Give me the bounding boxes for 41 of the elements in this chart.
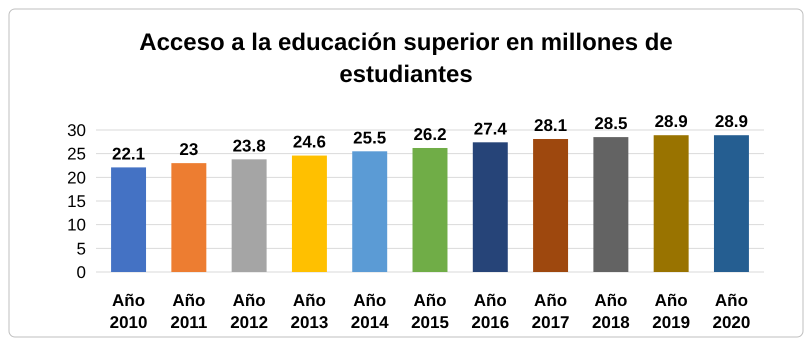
bar [472, 142, 508, 272]
x-tick-label: Año 2010 [110, 291, 148, 332]
data-label: 23.8 [232, 136, 266, 156]
bar [593, 137, 628, 272]
bar [714, 135, 749, 272]
x-tick-label: Año 2020 [712, 291, 750, 332]
x-tick-label: Año 2016 [471, 291, 510, 332]
data-label: 23 [179, 140, 198, 160]
x-tick-label: Año 2015 [411, 291, 449, 332]
data-label: 28.5 [594, 114, 628, 134]
data-label: 27.4 [474, 119, 508, 138]
x-tick-label: Año 2014 [350, 291, 390, 332]
bar [292, 156, 327, 272]
data-label: 26.2 [413, 124, 447, 144]
data-label: 24.6 [292, 132, 326, 152]
x-tick-label: Año 2013 [290, 291, 328, 332]
data-label: 28.9 [654, 112, 688, 132]
bar [171, 163, 206, 272]
y-tick-label: 0 [76, 263, 86, 282]
bar [412, 148, 448, 272]
y-tick-label: 10 [67, 216, 86, 235]
data-label: 28.1 [534, 116, 568, 135]
bar [352, 151, 388, 272]
bar [111, 167, 146, 272]
bar [533, 138, 568, 272]
data-label: 28.9 [714, 112, 748, 132]
bar [654, 135, 689, 272]
y-tick-label: 15 [67, 192, 86, 211]
bar [232, 159, 267, 272]
y-tick-label: 5 [76, 239, 86, 258]
y-tick-label: 30 [67, 121, 86, 140]
y-tick-label: 20 [67, 168, 86, 188]
y-tick-label: 25 [67, 144, 86, 164]
data-label: 25.5 [353, 128, 386, 148]
x-tick-label: Año 2011 [170, 291, 208, 332]
x-tick-label: Año 2019 [652, 291, 690, 332]
x-tick-label: Año 2012 [230, 291, 268, 332]
x-tick-label: Año 2018 [592, 291, 630, 332]
chart-title: Acceso a la educación superior en millones de estudiantes [139, 29, 673, 88]
data-label: 22.1 [112, 144, 146, 164]
x-tick-label: Año 2017 [532, 291, 570, 332]
